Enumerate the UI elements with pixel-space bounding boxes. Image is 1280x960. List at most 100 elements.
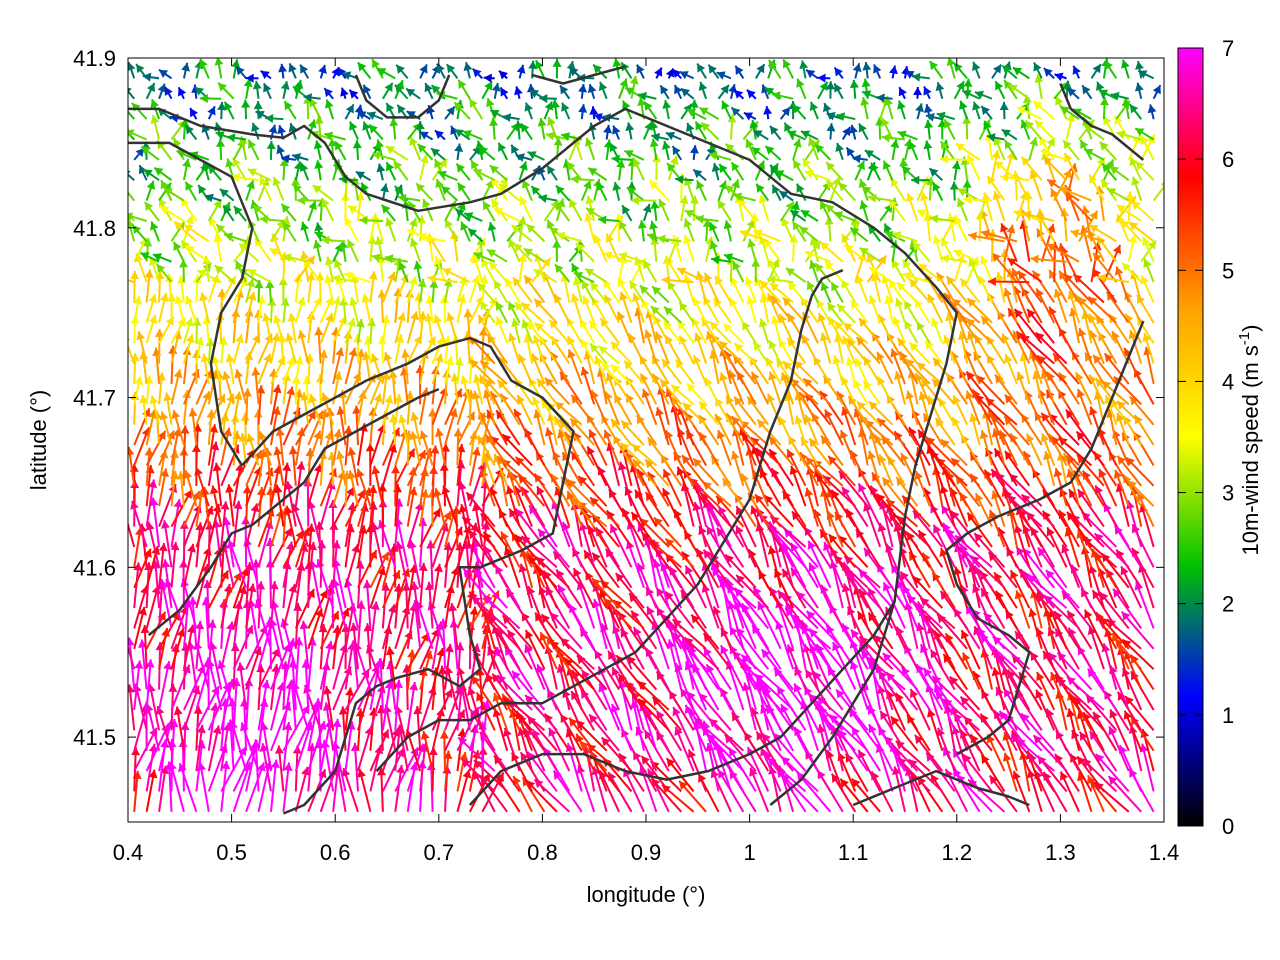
wind-vector xyxy=(457,79,471,100)
wind-vector xyxy=(1152,182,1164,202)
wind-vector xyxy=(661,140,671,161)
wind-vector xyxy=(395,64,409,80)
colorbar-tick-label: 7 xyxy=(1222,36,1234,61)
wind-vector xyxy=(584,137,596,161)
y-tick-label: 41.9 xyxy=(73,46,116,71)
wind-vector xyxy=(943,118,956,140)
wind-vector xyxy=(1106,408,1118,446)
wind-vector xyxy=(419,430,434,466)
wind-vector xyxy=(603,429,620,466)
wind-vector xyxy=(419,743,429,792)
wind-vector xyxy=(299,162,310,181)
wind-vector xyxy=(1143,346,1155,385)
wind-vector xyxy=(949,181,959,201)
wind-vector xyxy=(254,237,272,263)
wind-vector xyxy=(259,743,272,792)
wind-vector xyxy=(349,121,359,140)
wind-vector xyxy=(877,314,894,344)
wind-vector xyxy=(359,215,383,225)
wind-vector xyxy=(178,762,198,813)
wind-vector xyxy=(709,350,720,385)
wind-vector xyxy=(695,271,708,303)
wind-vector xyxy=(1032,370,1043,405)
wind-vector xyxy=(689,145,699,160)
wind-vector xyxy=(434,129,446,141)
wind-vector xyxy=(145,82,156,100)
wind-vector xyxy=(1009,432,1031,466)
wind-vector xyxy=(921,552,944,589)
wind-vector xyxy=(128,212,135,222)
wind-vector xyxy=(593,234,608,263)
wind-vector xyxy=(625,122,635,140)
wind-vector xyxy=(361,293,372,324)
wind-vector xyxy=(518,353,533,385)
wind-vector xyxy=(1037,546,1068,589)
wind-vector xyxy=(182,389,192,425)
wind-vector xyxy=(858,122,869,140)
wind-vector xyxy=(499,86,509,100)
wind-vector xyxy=(753,229,782,243)
wind-vector xyxy=(637,220,647,242)
wind-vector xyxy=(430,147,446,161)
wind-vector xyxy=(381,582,391,629)
colorbar: 0 1 2 3 4 5 6 7 10m-wind speed (m s-1) xyxy=(1177,36,1263,839)
wind-vector xyxy=(687,749,708,792)
wind-vector xyxy=(719,687,745,731)
colorbar-label-main: 10m-wind speed (m s xyxy=(1238,345,1263,555)
wind-vector xyxy=(128,129,148,141)
wind-vector xyxy=(381,204,397,222)
wind-vector xyxy=(207,199,223,222)
wind-vector xyxy=(195,724,206,772)
wind-vector xyxy=(184,181,198,202)
x-tick-label: 0.9 xyxy=(631,840,662,865)
wind-vector xyxy=(734,65,745,79)
wind-vector xyxy=(903,320,919,344)
wind-vector xyxy=(658,198,670,222)
wind-vector xyxy=(561,102,571,120)
wind-vector xyxy=(1147,104,1157,120)
wind-vector xyxy=(299,64,310,79)
wind-vector xyxy=(548,727,571,772)
wind-vector xyxy=(755,731,782,772)
wind-vector xyxy=(1099,141,1118,161)
wind-vector xyxy=(184,124,198,141)
wind-vector xyxy=(376,767,386,812)
wind-vector xyxy=(468,274,481,303)
wind-vector xyxy=(1106,187,1130,202)
wind-vector xyxy=(491,82,501,99)
wind-vector xyxy=(1002,752,1018,792)
wind-vector xyxy=(218,336,228,364)
colorbar-tick-label: 4 xyxy=(1222,369,1234,394)
wind-vector xyxy=(409,136,422,161)
wind-vector xyxy=(785,267,807,283)
wind-vector xyxy=(604,548,633,589)
wind-vector xyxy=(195,391,211,426)
wind-vector xyxy=(128,279,135,284)
wind-vector xyxy=(781,217,795,242)
wind-vector xyxy=(294,427,306,466)
wind-vector xyxy=(763,106,773,120)
wind-vector xyxy=(929,449,956,487)
wind-vector xyxy=(458,504,471,548)
colorbar-tick-label: 0 xyxy=(1222,814,1234,839)
wind-vector xyxy=(915,103,924,120)
wind-vector xyxy=(251,367,261,405)
wind-vector xyxy=(407,539,422,588)
wind-vector xyxy=(164,86,173,100)
wind-vector xyxy=(911,72,930,82)
wind-vector xyxy=(200,353,210,385)
wind-vector xyxy=(467,227,483,243)
wind-vector xyxy=(572,567,596,609)
wind-vector xyxy=(980,105,993,120)
wind-vector xyxy=(184,244,210,263)
wind-vector xyxy=(852,154,868,164)
wind-vector xyxy=(369,729,390,772)
wind-vector xyxy=(128,218,136,242)
wind-vector xyxy=(826,123,836,140)
wind-vector xyxy=(868,295,882,324)
wind-vector xyxy=(722,323,745,344)
wind-vector xyxy=(908,140,919,161)
wind-vector xyxy=(332,296,342,324)
wind-vector xyxy=(793,726,819,772)
wind-vector xyxy=(213,233,223,262)
